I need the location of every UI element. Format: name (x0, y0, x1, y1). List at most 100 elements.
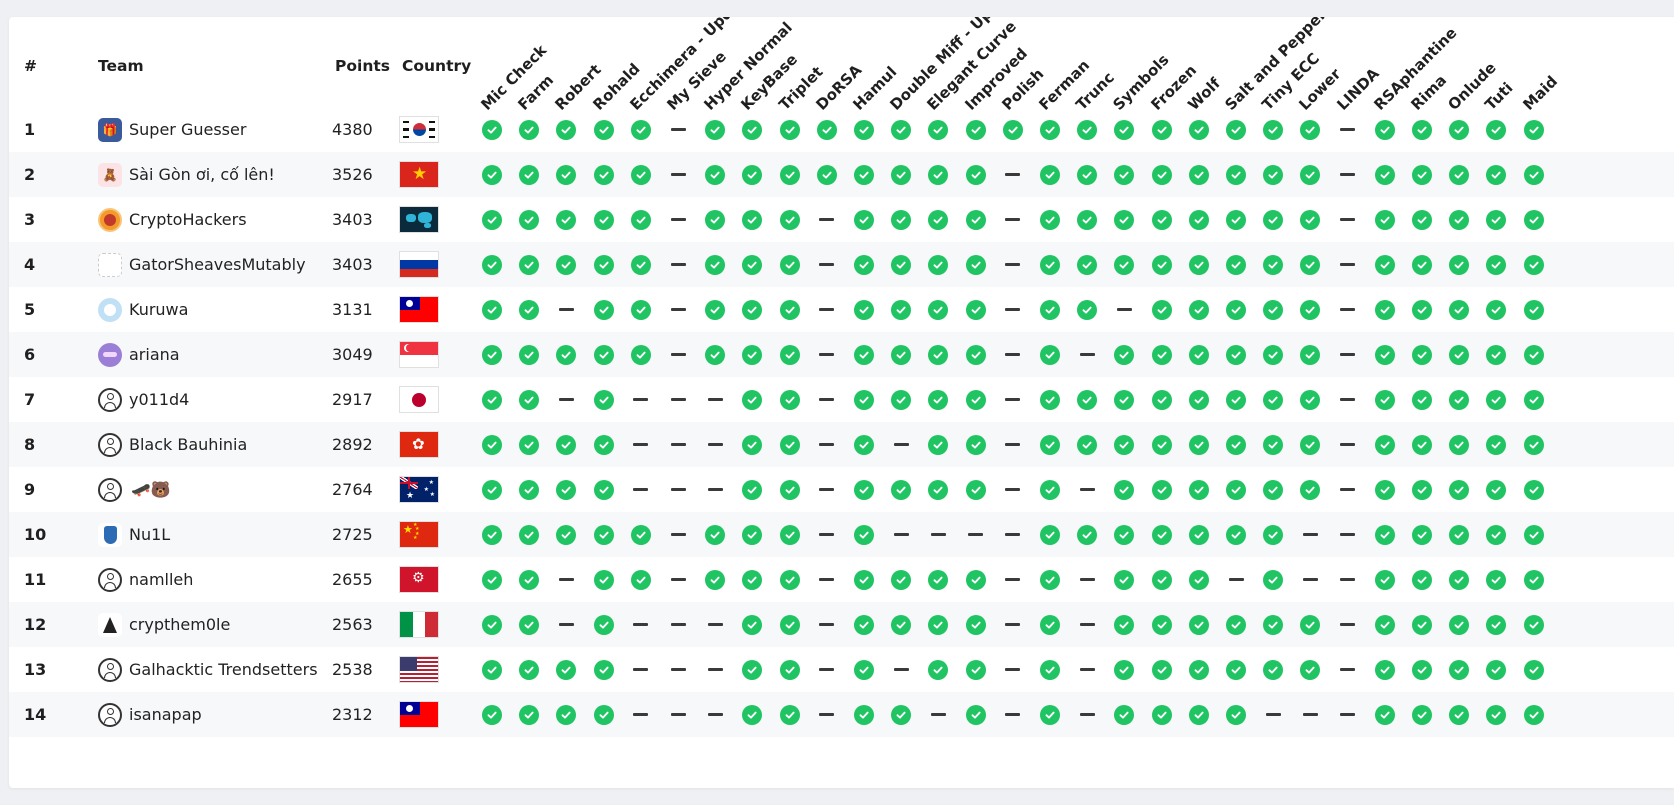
solved-check-icon (965, 569, 986, 590)
solved-check-icon (854, 659, 874, 680)
solved-check-icon (965, 479, 986, 500)
solved-check-icon (1040, 614, 1060, 635)
solved-check-icon (891, 254, 912, 275)
solved-check-icon (593, 479, 614, 500)
table-row: 13 Galhacktic Trendsetters 2538 (9, 647, 1674, 692)
team-name-cell[interactable]: namlleh (98, 557, 193, 602)
solved-check-icon (1040, 704, 1060, 725)
team-name-cell[interactable]: isanapap (98, 692, 202, 737)
team-name[interactable]: isanapap (129, 705, 202, 724)
solved-check-icon (928, 659, 949, 680)
team-name-cell[interactable]: Nu1L (98, 512, 170, 557)
team-name[interactable]: CryptoHackers (129, 210, 247, 229)
team-points: 3526 (332, 165, 373, 184)
unsolved-dash-icon (1005, 173, 1021, 176)
solved-check-icon (1374, 569, 1395, 590)
team-name-cell[interactable]: ariana (98, 332, 180, 377)
team-name[interactable]: crypthem0le (129, 615, 231, 634)
team-name-cell[interactable]: 🛹🐻 (98, 467, 171, 512)
team-points: 2764 (332, 480, 373, 499)
unsolved-dash-icon (1005, 263, 1021, 266)
team-name-cell[interactable]: crypthem0le (98, 602, 230, 647)
table-row: 12 crypthem0le 2563 (9, 602, 1674, 647)
team-name-cell[interactable]: GatorSheavesMutably (98, 242, 306, 287)
solved-check-icon (519, 299, 540, 320)
team-name[interactable]: ariana (129, 345, 180, 364)
solved-check-icon (1486, 389, 1507, 410)
solved-check-icon (854, 119, 874, 140)
solved-check-icon (1263, 209, 1284, 230)
unsolved-dash-icon (670, 623, 686, 626)
solved-check-icon (1114, 569, 1135, 590)
team-name-cell[interactable]: Black Bauhinia (98, 422, 247, 467)
team-rank: 7 (24, 390, 36, 409)
points-column-header: Points (335, 57, 390, 75)
solved-check-icon (1114, 434, 1135, 455)
solved-check-icon (1040, 434, 1060, 455)
solved-check-icon (705, 344, 726, 365)
solved-check-icon (593, 254, 614, 275)
team-rank: 5 (24, 300, 36, 319)
team-name-cell[interactable]: Galhacktic Trendsetters (98, 647, 318, 692)
solved-check-icon (1151, 299, 1172, 320)
solved-check-icon (1151, 344, 1172, 365)
team-name[interactable]: Kuruwa (129, 300, 189, 319)
unsolved-dash-icon (819, 578, 835, 581)
solved-check-icon (1226, 434, 1246, 455)
team-name-cell[interactable]: Kuruwa (98, 287, 188, 332)
team-name[interactable]: Galhacktic Trendsetters (129, 660, 318, 679)
solved-check-icon (1486, 479, 1507, 500)
solved-check-icon (1226, 479, 1246, 500)
solved-check-icon (1114, 479, 1135, 500)
solved-check-icon (1263, 614, 1284, 635)
team-name[interactable]: y011d4 (129, 390, 190, 409)
team-name-cell[interactable]: CryptoHackers (98, 197, 247, 242)
solved-check-icon (1374, 299, 1395, 320)
solved-check-icon (1188, 659, 1209, 680)
solved-check-icon (742, 254, 763, 275)
solved-check-icon (928, 299, 949, 320)
solved-check-icon (482, 659, 502, 680)
team-name[interactable]: Sài Gòn ơi, cố lên! (129, 165, 275, 184)
solved-check-icon (1151, 389, 1172, 410)
solved-check-icon (1263, 299, 1284, 320)
unsolved-dash-icon (1228, 578, 1244, 581)
solved-check-icon (779, 479, 800, 500)
solved-check-icon (1300, 119, 1321, 140)
unsolved-dash-icon (670, 713, 686, 716)
solved-check-icon (556, 524, 577, 545)
table-row: 5 Kuruwa 3131 (9, 287, 1674, 332)
solved-check-icon (779, 164, 800, 185)
solved-check-icon (1523, 434, 1544, 455)
unsolved-dash-icon (558, 578, 574, 581)
solved-check-icon (630, 299, 651, 320)
team-name[interactable]: namlleh (129, 570, 194, 589)
unsolved-dash-icon (819, 308, 835, 311)
solved-check-icon (742, 389, 763, 410)
solved-check-icon (519, 119, 540, 140)
team-name-cell[interactable]: y011d4 (98, 377, 189, 422)
team-name[interactable]: Black Bauhinia (129, 435, 248, 454)
team-name[interactable]: GatorSheavesMutably (129, 255, 306, 274)
team-name-emoji[interactable]: 🛹🐻 (131, 480, 171, 499)
solved-check-icon (556, 254, 577, 275)
team-name[interactable]: Nu1L (129, 525, 171, 544)
team-points: 2538 (332, 660, 373, 679)
solved-check-icon (1077, 119, 1098, 140)
solved-check-icon (1226, 299, 1246, 320)
country-column-header: Country (402, 57, 472, 75)
solved-check-icon (854, 524, 874, 545)
team-name-cell[interactable]: 🎁 Super Guesser (98, 107, 246, 152)
solved-check-icon (1412, 479, 1432, 500)
country-flag-cell: ★ ★ ★ ★ (399, 467, 439, 512)
solved-check-icon (1374, 389, 1395, 410)
solved-check-icon (1412, 389, 1432, 410)
solved-check-icon (556, 209, 577, 230)
solved-check-icon (1151, 704, 1172, 725)
solved-check-icon (1226, 164, 1246, 185)
solved-check-icon (1077, 434, 1098, 455)
solved-check-icon (1300, 614, 1321, 635)
team-name-cell[interactable]: 🧸 Sài Gòn ơi, cố lên! (98, 152, 275, 197)
solved-check-icon (1040, 209, 1060, 230)
team-name[interactable]: Super Guesser (129, 120, 247, 139)
